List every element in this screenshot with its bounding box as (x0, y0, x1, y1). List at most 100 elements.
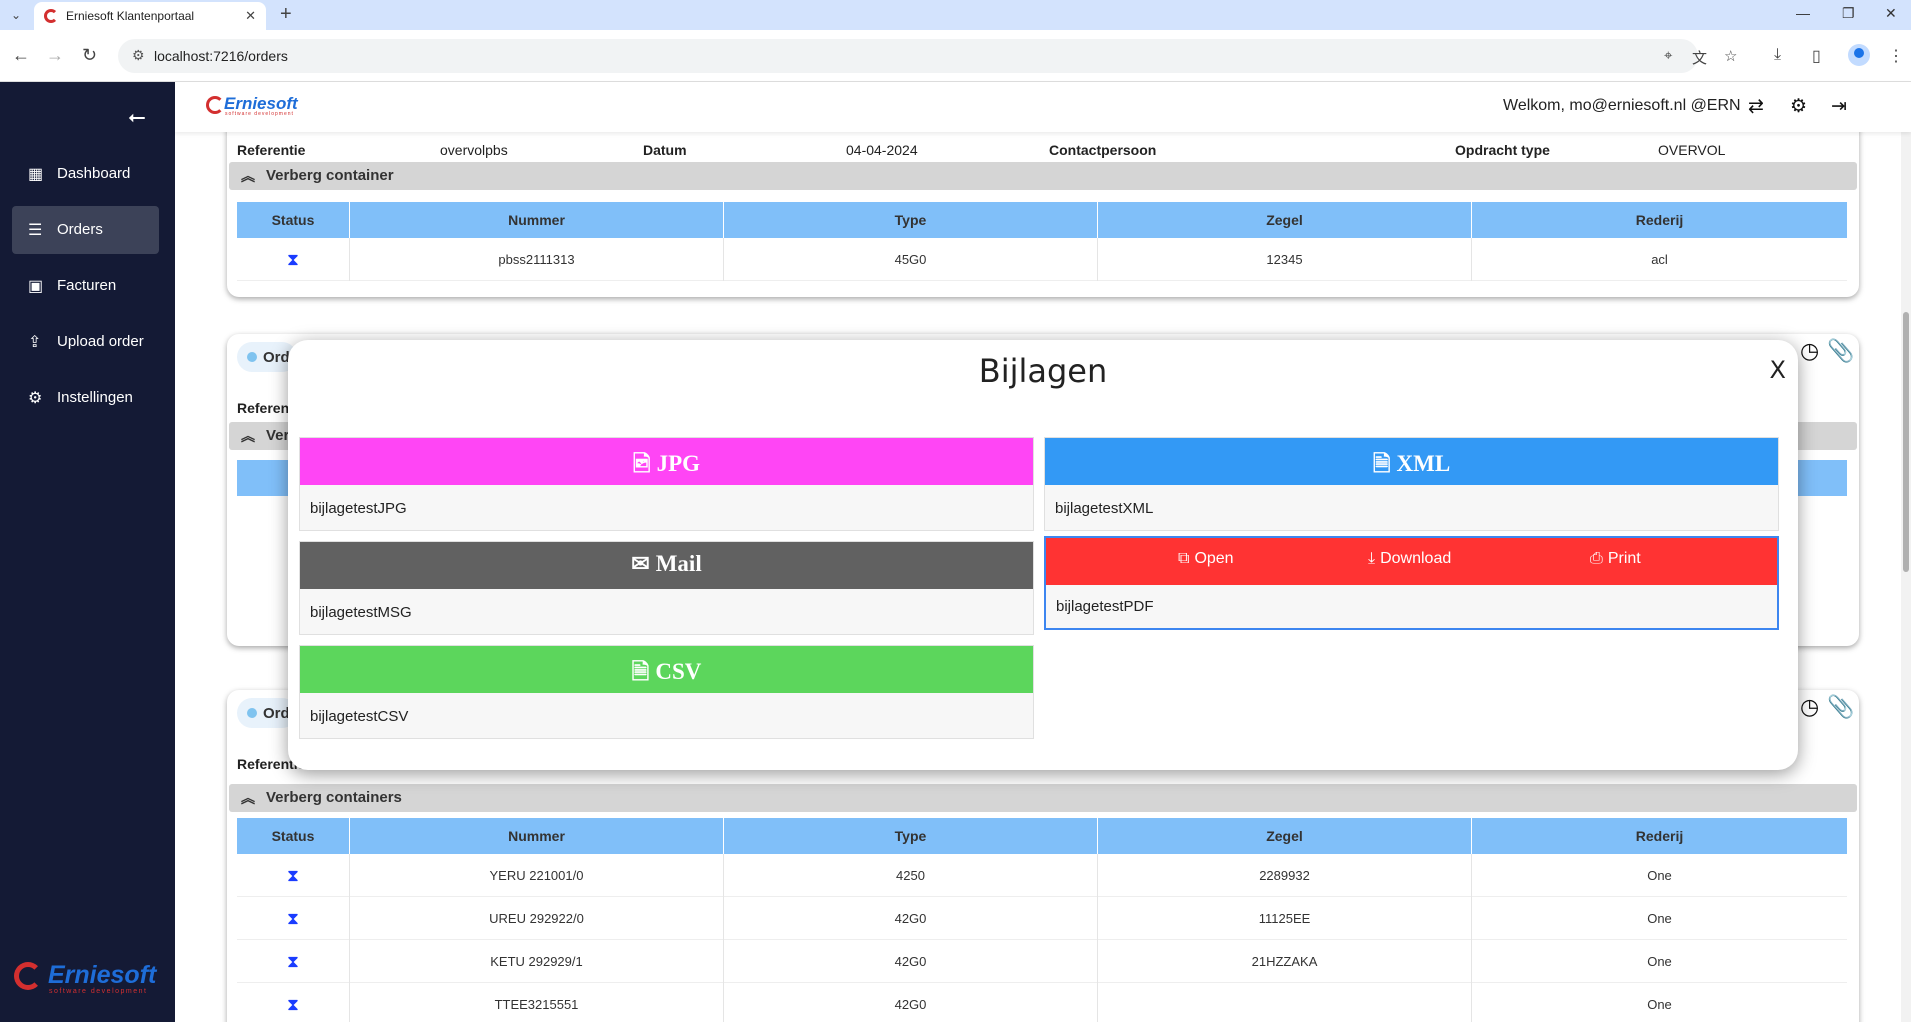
sidebar-item-instellingen[interactable]: ⚙ Instellingen (12, 374, 159, 422)
attachment-type-label: JPG (656, 451, 701, 476)
erniesoft-logo-icon (206, 96, 224, 115)
app-header: Erniesoft software development Welkom, m… (175, 82, 1911, 132)
button-label: Print (1607, 550, 1641, 567)
history-icon[interactable]: ◷ (1800, 694, 1820, 719)
sidebar-item-facturen[interactable]: ▣ Facturen (12, 262, 159, 310)
column-header[interactable]: Zegel (1097, 818, 1471, 854)
translate-icon[interactable]: 文 (1692, 50, 1708, 67)
attachment-type-band[interactable]: 🖻 JPG (300, 438, 1033, 485)
side-panel-icon[interactable]: ▯ (1812, 48, 1821, 65)
modal-title: Bijlagen (978, 352, 1108, 390)
table-row[interactable]: ⧗ UREU 292922/0 42G0 11125EE One (237, 897, 1847, 940)
browser-menu-icon[interactable]: ⋮ (1888, 48, 1904, 65)
open-window-icon: ⧉ (1178, 550, 1190, 567)
column-header[interactable]: Status (271, 212, 315, 228)
sidebar-item-label: Facturen (57, 277, 117, 294)
scrollbar-thumb[interactable] (1903, 312, 1909, 572)
forward-icon[interactable]: → (46, 45, 64, 65)
collapse-sidebar-icon[interactable]: ⭠ (128, 104, 146, 129)
attachment-jpg[interactable]: 🖻 JPG bijlagetestJPG (299, 437, 1034, 531)
attachments-modal: Bijlagen X 🖻 JPG bijlagetestJPG 🗎 XML bijl… (288, 340, 1798, 770)
table-row[interactable]: ⧗ pbss2111313 45G0 12345 acl (237, 238, 1847, 281)
settings-icon[interactable]: ⚙ (1790, 96, 1808, 117)
restore-icon[interactable]: ❐ (1842, 5, 1855, 21)
sidebar-item-label: Dashboard (57, 165, 131, 182)
attachment-csv[interactable]: 🗎 CSV bijlagetestCSV (299, 645, 1034, 739)
logo-wordmark: Erniesoft (224, 94, 298, 113)
table-cell: TTEE3215551 (349, 983, 723, 1022)
modal-close-button[interactable]: X (1769, 356, 1786, 384)
attachment-mail[interactable]: ✉ Mail bijlagetestMSG (299, 541, 1034, 635)
column-header[interactable]: Nummer (349, 818, 723, 854)
header-logo[interactable]: Erniesoft software development (206, 94, 298, 117)
table-cell: acl (1471, 238, 1847, 281)
chevrons-up-icon: ︽ (241, 428, 255, 444)
download-button[interactable]: ⤓ Download (1368, 550, 1451, 568)
column-header[interactable]: Zegel (1097, 202, 1471, 238)
reload-icon[interactable]: ↻ (82, 45, 98, 65)
sidebar-item-upload-order[interactable]: ⇪ Upload order (12, 318, 159, 366)
address-bar[interactable]: ⚙ localhost:7216/orders ⌖ 文 ☆ (118, 39, 1737, 73)
table-cell: 42G0 (723, 983, 1097, 1022)
download-icon[interactable]: ⤓ (1774, 46, 1782, 63)
back-icon[interactable]: ← (12, 45, 30, 65)
table-cell: pbss2111313 (349, 238, 723, 281)
location-icon[interactable]: ⌖ (1664, 47, 1673, 64)
column-header[interactable]: Rederij (1471, 202, 1847, 238)
status-cell: ⧗ (237, 897, 349, 940)
button-label: Open (1194, 550, 1234, 567)
table-row[interactable]: ⧗ KETU 292929/1 42G0 21HZZAKA One (237, 940, 1847, 983)
browser-tab[interactable]: Erniesoft Klantenportaal ✕ (34, 2, 266, 30)
attachment-type-label: XML (1396, 451, 1451, 476)
logout-icon[interactable]: ⇥ (1831, 96, 1847, 117)
tab-search-icon[interactable]: ⌄ (10, 8, 22, 22)
order-status-chip: Ord (237, 698, 297, 728)
paperclip-icon[interactable]: 📎 (1827, 694, 1855, 719)
close-tab-icon[interactable]: ✕ (245, 8, 256, 23)
close-window-icon[interactable]: ✕ (1885, 5, 1897, 21)
download-icon: ⤓ (1368, 550, 1376, 567)
hide-containers-toggle[interactable]: ︽ Verberg container (229, 162, 1857, 190)
column-header[interactable]: Type (723, 818, 1097, 854)
print-button[interactable]: ⎙ Print (1590, 550, 1641, 568)
table-row[interactable]: ⧗ YERU 221001/0 4250 2289932 One (237, 854, 1847, 897)
table-cell: 42G0 (723, 897, 1097, 940)
hide-containers-toggle[interactable]: ︽ Verberg containers (229, 784, 1857, 812)
column-header[interactable]: Rederij (1471, 818, 1847, 854)
new-tab-icon[interactable]: + (280, 3, 292, 25)
sidebar-item-orders[interactable]: ☰ Orders (12, 206, 159, 254)
page-scrollbar[interactable] (1901, 82, 1911, 1022)
table-row[interactable]: ⧗ TTEE3215551 42G0 One (237, 983, 1847, 1022)
table-cell: One (1471, 940, 1847, 983)
chip-text: Ord (263, 705, 290, 722)
column-header[interactable]: Type (723, 202, 1097, 238)
attachment-pdf[interactable]: ⧉ Open ⤓ Download ⎙ Print bijlagetestPDF (1044, 536, 1779, 630)
site-info-icon[interactable]: ⚙ (132, 47, 145, 63)
table-cell: 2289932 (1097, 854, 1471, 897)
toggle-label: Ver (266, 427, 290, 444)
printer-icon: ⎙ (1590, 550, 1603, 567)
button-label: Download (1380, 550, 1452, 567)
table-cell: One (1471, 983, 1847, 1022)
attachment-type-band[interactable]: ✉ Mail (300, 542, 1033, 589)
table-cell: One (1471, 854, 1847, 897)
envelope-icon: ✉ (631, 551, 650, 576)
minimize-icon[interactable]: — (1796, 5, 1810, 21)
attachment-type-band[interactable]: 🗎 XML (1045, 438, 1778, 485)
sidebar-item-dashboard[interactable]: ▦ Dashboard (12, 150, 159, 198)
attachment-action-band: ⧉ Open ⤓ Download ⎙ Print (1046, 538, 1777, 585)
attachment-xml[interactable]: 🗎 XML bijlagetestXML (1044, 437, 1779, 531)
attachment-filename: bijlagetestXML (1055, 500, 1154, 517)
status-dot (247, 352, 257, 362)
column-header[interactable]: Status (271, 828, 315, 844)
bookmark-star-icon[interactable]: ☆ (1724, 48, 1738, 65)
table-cell: 12345 (1097, 238, 1471, 281)
attachment-type-band[interactable]: 🗎 CSV (300, 646, 1033, 693)
profile-avatar-icon[interactable] (1848, 44, 1870, 66)
hourglass-icon: ⧗ (287, 909, 299, 928)
history-icon[interactable]: ◷ (1800, 338, 1820, 363)
switch-account-icon[interactable]: ⇄ (1748, 96, 1764, 117)
column-header[interactable]: Nummer (349, 202, 723, 238)
paperclip-icon[interactable]: 📎 (1827, 338, 1855, 363)
open-button[interactable]: ⧉ Open (1178, 550, 1234, 568)
